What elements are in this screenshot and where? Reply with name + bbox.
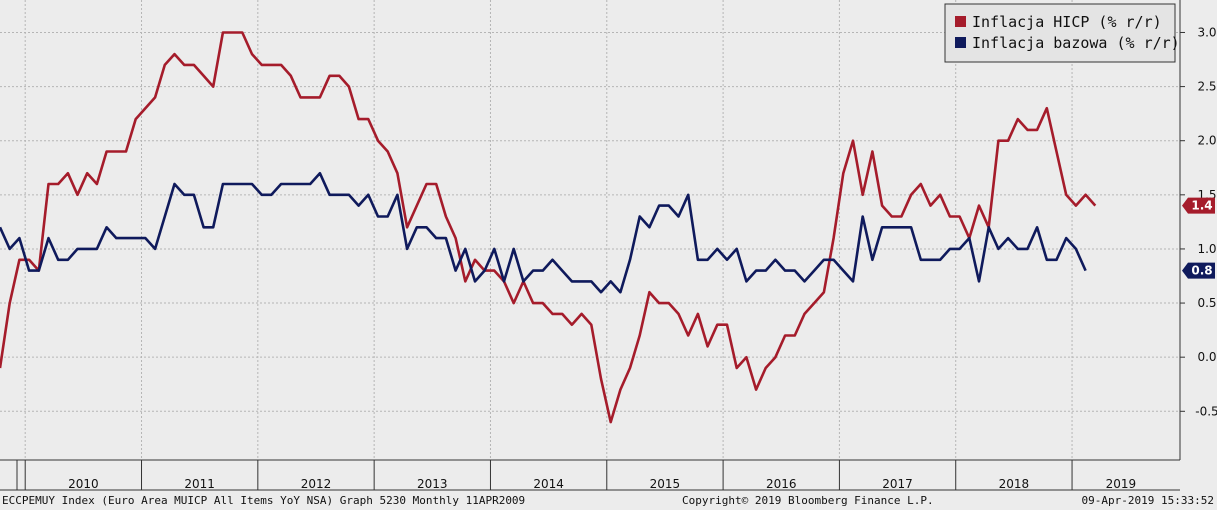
y-tick-label: 2.0 <box>1197 134 1216 148</box>
x-tick-label: 2014 <box>533 477 564 491</box>
y-tick-label: 0.5 <box>1197 296 1216 310</box>
value-callout-box <box>1182 262 1215 279</box>
y-tick-label: -0.5 <box>1195 404 1217 418</box>
x-tick-label: 2010 <box>68 477 99 491</box>
x-tick-label: 2015 <box>650 477 681 491</box>
value-callout-label: 1.4 <box>1191 199 1212 213</box>
y-tick-label: 3.0 <box>1197 25 1216 39</box>
legend-label-hicp: Inflacja HICP (% r/r) <box>972 13 1162 31</box>
value-callout-box <box>1182 197 1215 214</box>
series-line-core <box>0 171 1087 294</box>
x-tick-label: 2018 <box>999 477 1030 491</box>
legend-label-core: Inflacja bazowa (% r/r) <box>972 34 1180 52</box>
grid <box>0 0 1180 460</box>
footer-source: ECCPEMUY Index (Euro Area MUICP All Item… <box>2 494 525 507</box>
plot-background <box>0 0 1180 460</box>
value-callouts: 1.4 0.8 <box>1182 197 1215 279</box>
legend-swatch-hicp <box>955 16 966 27</box>
y-tick-label: 1.0 <box>1197 242 1216 256</box>
legend-box <box>944 3 1176 63</box>
legend: Inflacja HICP (% r/r) Inflacja bazowa (%… <box>944 3 1180 63</box>
footer-timestamp: 09-Apr-2019 15:33:52 <box>1082 494 1214 507</box>
series-lines <box>0 31 1097 424</box>
x-tick-label: 2013 <box>417 477 448 491</box>
y-tick-label: 0.0 <box>1197 350 1216 364</box>
series-line-hicp <box>0 31 1097 424</box>
legend-swatch-core <box>955 37 966 48</box>
x-tick-label: 2012 <box>301 477 332 491</box>
x-tick-label: 2017 <box>882 477 913 491</box>
footer-copyright: Copyright© 2019 Bloomberg Finance L.P. <box>682 494 934 507</box>
x-tick-label: 2011 <box>184 477 215 491</box>
x-tick-label: 2019 <box>1106 477 1137 491</box>
y-tick-label: 2.5 <box>1197 80 1216 94</box>
value-callout-label: 0.8 <box>1191 264 1212 278</box>
x-tick-label: 2016 <box>766 477 797 491</box>
